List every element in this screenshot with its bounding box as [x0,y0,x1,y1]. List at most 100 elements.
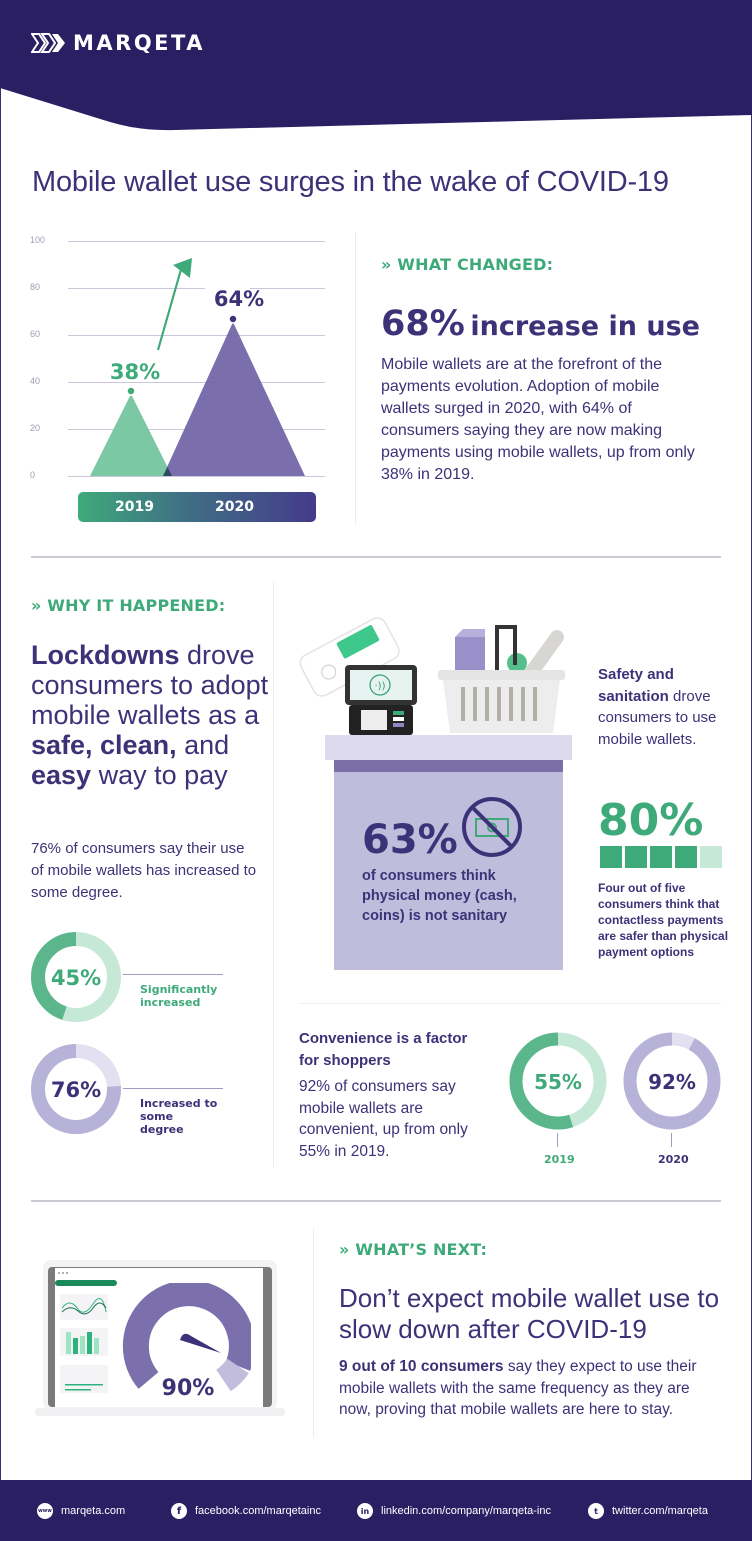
donut-92: 92% [623,1032,721,1130]
counter-top [325,735,572,760]
section-divider [31,1200,721,1202]
headline-part: Lockdowns [31,640,180,670]
safety-desc: Four out of five consumers think that co… [598,881,729,959]
block-filled [600,846,622,868]
sub-divider [299,1003,721,1004]
increase-number: 68% [381,304,465,344]
sanitary-desc: of consumers think physical money (cash,… [362,868,517,924]
safety-bold: Safety and sanitation [598,666,674,705]
y-tick: 0 [30,470,36,480]
what-changed-body: Mobile wallets are at the forefront of t… [381,356,695,483]
y-tick: 60 [30,329,41,339]
point-2020 [228,314,238,324]
donut-45-label: 45% [51,966,101,990]
leader-line [123,1088,223,1089]
lockdowns-headline: Lockdowns drove consumers to adopt mobil… [31,640,271,790]
x-label-2020: 2020 [215,499,254,515]
safety-headline: Safety and sanitation drove consumers to… [598,664,728,750]
chart-plot: 38% 64% [90,258,305,476]
donut-55-year: 2019 [544,1153,575,1166]
linkedin-icon: in [357,1503,373,1519]
increase-stat: 68% increase in use [381,304,700,344]
footer-link-linkedin[interactable]: in linkedin.com/company/marqeta-inc [357,1503,551,1519]
block-filled [675,846,697,868]
x-label-2019: 2019 [115,499,154,515]
tick-mark [557,1133,558,1147]
increase-text: increase in use [470,311,700,342]
header-banner: MARQETA [0,0,752,135]
no-cash-icon [462,797,522,857]
why-kicker: » WHY IT HAPPENED: [31,596,226,615]
gauge-label: 90% [162,1376,215,1401]
logo-text: MARQETA [73,31,205,55]
block-filled [650,846,672,868]
vertical-divider [273,582,274,1167]
y-tick: 80 [30,282,41,292]
y-tick: 100 [30,235,46,245]
footer-link-twitter[interactable]: t twitter.com/marqeta [588,1503,708,1519]
headline-part: easy [31,760,92,790]
card-terminal-icon: ·)) [345,665,417,735]
donut-76-caption: Increased to some degree [140,1097,218,1136]
donut-76: 76% [31,1044,121,1134]
chevron-arrows-icon [31,33,65,53]
donut-92-year: 2020 [658,1153,689,1166]
section-divider [31,556,721,558]
gridline [68,382,325,383]
svg-text:·)): ·)) [375,681,386,692]
headline-part: way to pay [91,760,228,790]
why-body: 76% of consumers say their use of mobile… [31,840,257,901]
safety-stat: 80% [598,795,704,846]
footer-link-text: twitter.com/marqeta [612,1505,708,1517]
twitter-icon: t [588,1503,604,1519]
donut-45-caption: Significantly increased [140,983,218,1009]
block-filled [625,846,647,868]
bar-2020 [163,322,305,476]
tick-mark [671,1133,672,1147]
www-icon: www [37,1503,53,1519]
gridline [68,288,325,289]
safety-rest: drove consumers to use mobile wallets. [598,687,717,748]
year-axis-bar: 2019 2020 [78,492,316,522]
footer-link-facebook[interactable]: f facebook.com/marqetainc [171,1503,321,1519]
y-tick: 20 [30,423,41,433]
whats-next-kicker: » WHAT’S NEXT: [339,1240,488,1259]
counter-body [334,772,563,970]
donut-55: 55% [509,1032,607,1130]
marqeta-logo[interactable]: MARQETA [31,31,205,55]
bar-2019 [90,394,172,476]
block-empty [700,846,722,868]
label-2019: 38% [110,360,160,384]
footer: www marqeta.com f facebook.com/marqetain… [0,1480,752,1541]
headline-part: safe, clean, [31,730,177,760]
whats-next-rest: say they expect to use their mobile wall… [339,1358,697,1418]
facebook-icon: f [171,1503,187,1519]
sanitary-stat: 63% [362,817,458,863]
header-shape [0,0,752,131]
trend-arrow [156,265,184,351]
counter-band [334,760,563,772]
gridline [68,335,325,336]
label-2020: 64% [214,287,264,311]
footer-link-website[interactable]: www marqeta.com [37,1503,125,1519]
vertical-divider [313,1228,314,1438]
page-title: Mobile wallet use surges in the wake of … [32,166,669,198]
arrow-head-icon [173,258,192,278]
donut-76-label: 76% [51,1078,101,1102]
whats-next-bold: 9 out of 10 consumers [339,1358,504,1375]
point-2019 [126,386,136,396]
donut-45: 45% [31,932,121,1022]
whats-next-body: 9 out of 10 consumers say they expect to… [339,1356,709,1421]
whats-next-headline: Don’t expect mobile wallet use to slow d… [339,1283,720,1344]
gauge-needle-icon [180,1333,221,1353]
checkout-illustration: ·)) [299,617,565,735]
what-changed-kicker: » WHAT CHANGED: [381,255,554,274]
gauge-90: 90% [122,1283,251,1401]
headline-part: drove consumers to adopt mobile wallets … [31,640,269,730]
convenience-body: 92% of consumers say mobile wallets are … [299,1078,468,1160]
footer-link-text: facebook.com/marqetainc [195,1505,321,1517]
gridline [68,476,325,477]
grocery-basket-icon [438,625,565,733]
headline-part: and [176,730,230,760]
footer-link-text: linkedin.com/company/marqeta-inc [381,1505,551,1517]
